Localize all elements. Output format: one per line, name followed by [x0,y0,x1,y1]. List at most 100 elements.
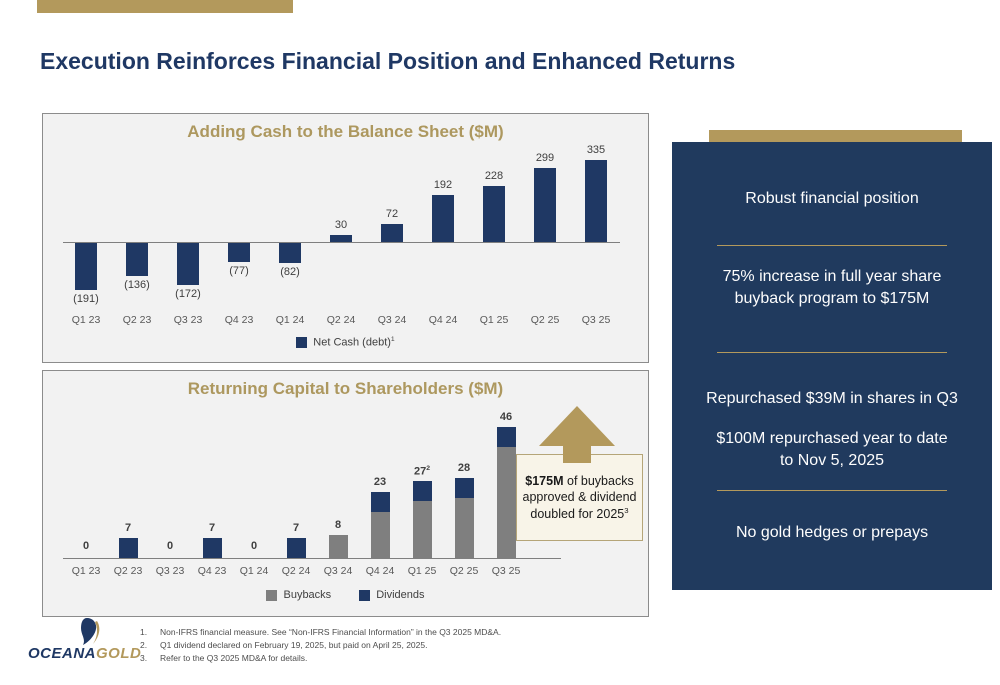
net-cash-bar [75,243,97,290]
x-axis-label: Q4 23 [197,565,227,577]
net-cash-bar [279,243,301,263]
total-value-label: 7 [292,522,300,534]
buybacks-bar [329,535,348,558]
panel-gold-tab [709,130,962,143]
oceanagold-logo: OCEANAGOLD [28,645,141,662]
net-cash-value-label: 192 [433,179,453,191]
net-cash-bar [177,243,199,285]
capital-returns-chart-title: Returning Capital to Shareholders ($M) [187,379,504,398]
buyback-callout-text: $175M of buybacks approved & dividend do… [522,473,637,521]
dividends-bar [371,492,390,512]
highlight-ytd-repurchase: $100M repurchased year to date to Nov 5,… [716,430,948,470]
capital-returns-chart-panel: Returning Capital to Shareholders ($M) 0… [42,370,649,617]
net-cash-value-label: (172) [175,288,201,300]
oceanagold-logo-icon [81,618,100,645]
net-cash-legend-swatch [296,336,308,348]
net-cash-value-label: 30 [334,219,348,231]
buybacks-bar [455,498,474,558]
x-axis-label: Q1 24 [239,565,269,577]
x-axis-label: Q2 25 [449,565,479,577]
x-axis-label: Q3 23 [155,565,185,577]
x-axis-label: Q2 24 [326,314,356,326]
net-cash-bar [432,195,454,242]
logo-oceana-text: OCEANA [28,645,97,662]
net-cash-value-label: (77) [229,265,249,277]
net-cash-value-label: 335 [586,144,606,156]
gold-divider [717,352,947,353]
legend-item-dividends: Dividends [359,589,425,601]
gold-divider [717,490,947,491]
logo-gold-text: GOLD [96,645,142,662]
capital-returns-legend: Buybacks Dividends [43,589,648,601]
x-axis-label: Q3 24 [377,314,407,326]
dividends-bar [203,538,222,558]
total-value-label: 8 [334,519,342,531]
x-axis-label: Q2 25 [530,314,560,326]
x-axis-label: Q2 23 [113,565,143,577]
legend-item-net-cash: Net Cash (debt)1 [296,336,395,349]
footnotes: 1. Non-IFRS financial measure. See “Non-… [140,626,501,664]
net-cash-bar [228,243,250,262]
highlight-q3-repurchase: Repurchased $39M in shares in Q3 [706,390,958,407]
footnote-2: 2. Q1 dividend declared on February 19, … [140,639,428,650]
total-value-label: 272 [413,465,431,478]
net-cash-legend: Net Cash (debt)1 [43,336,648,349]
footnote-1: 1. Non-IFRS financial measure. See “Non-… [140,627,502,637]
x-axis-label: Q1 25 [479,314,509,326]
dividends-bar [119,538,138,558]
buybacks-bar [371,512,390,558]
buybacks-legend-label: Buybacks [283,589,332,601]
x-axis-label: Q4 24 [428,314,458,326]
gold-divider [717,245,947,246]
x-axis-label: Q2 24 [281,565,311,577]
highlight-no-hedges: No gold hedges or prepays [735,524,929,541]
highlights-panel: Robust financial position 75% increase i… [672,142,992,590]
x-axis-label: Q1 25 [407,565,437,577]
net-cash-chart-title: Adding Cash to the Balance Sheet ($M) [187,122,504,141]
total-value-label: 0 [250,540,258,552]
net-cash-value-label: (191) [73,293,99,305]
net-cash-bar [483,186,505,242]
x-axis-label: Q3 23 [173,314,203,326]
top-gold-accent-bar [37,0,293,13]
x-axis-label: Q3 24 [323,565,353,577]
dividends-bar [455,478,474,498]
net-cash-value-label: (136) [124,279,150,291]
net-cash-bar [585,160,607,242]
net-cash-chart-panel: Adding Cash to the Balance Sheet ($M) (1… [42,113,649,363]
total-value-label: 46 [499,411,513,423]
dividends-bar [497,427,516,447]
buyback-callout-box: $175M of buybacks approved & dividend do… [516,454,643,541]
footnote-3: 3. Refer to the Q3 2025 MD&A for details… [140,652,308,663]
net-cash-bar [381,224,403,242]
net-cash-bar [126,243,148,276]
buybacks-bar [413,501,432,558]
x-axis-label: Q1 23 [71,565,101,577]
capital-returns-zero-axis [63,558,561,559]
total-value-label: 0 [82,540,90,552]
x-axis-label: Q3 25 [491,565,521,577]
net-cash-bar [534,168,556,242]
x-axis-label: Q4 23 [224,314,254,326]
net-cash-bar [330,235,352,242]
net-cash-legend-label: Net Cash (debt)1 [313,336,395,349]
x-axis-label: Q3 25 [581,314,611,326]
slide-title: Execution Reinforces Financial Position … [40,48,736,74]
dividends-legend-label: Dividends [376,589,425,601]
x-axis-label: Q1 24 [275,314,305,326]
buybacks-bar [497,447,516,558]
dividends-bar [413,481,432,501]
net-cash-zero-axis [63,242,620,243]
total-value-label: 23 [373,476,387,488]
total-value-label: 28 [457,462,471,474]
total-value-label: 0 [166,540,174,552]
total-value-label: 7 [124,522,132,534]
x-axis-label: Q1 23 [71,314,101,326]
legend-item-buybacks: Buybacks [266,589,331,601]
net-cash-value-label: 228 [484,170,504,182]
buybacks-legend-swatch [266,589,278,601]
net-cash-value-label: 72 [385,208,399,220]
highlight-buyback-increase: 75% increase in full year share buyback … [722,268,942,308]
total-value-label: 7 [208,522,216,534]
highlight-robust-position: Robust financial position [745,190,919,207]
